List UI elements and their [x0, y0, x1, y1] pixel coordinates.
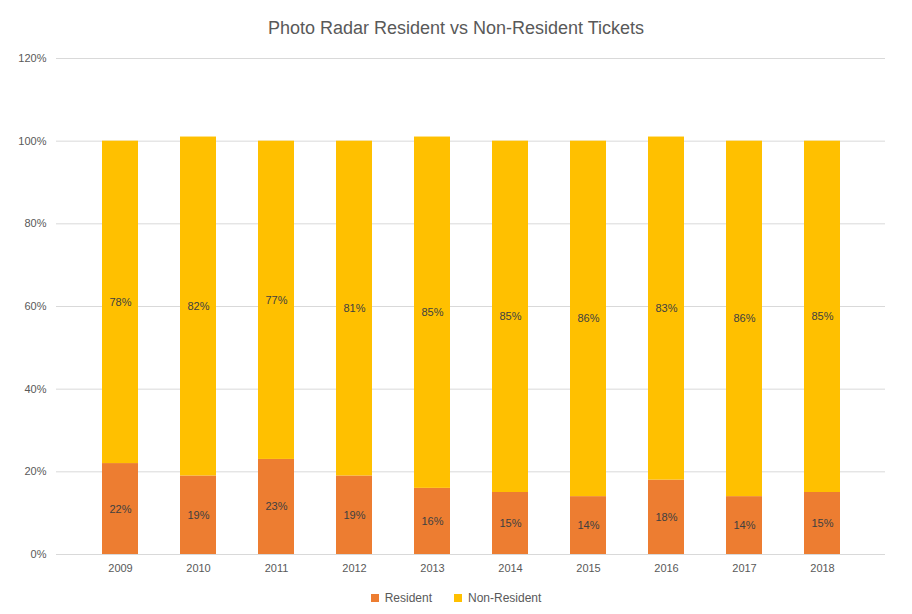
svg-text:86%: 86% [733, 312, 755, 324]
svg-text:2014: 2014 [498, 562, 522, 574]
html-text:Photo Radar Resident vs Non-Re: Photo Radar Resident vs Non-Resident Tic… [267, 18, 645, 38]
svg-text:15%: 15% [811, 517, 833, 529]
svg-text:19%: 19% [343, 509, 365, 521]
svg-text:2010: 2010 [186, 562, 210, 574]
svg-text:2015: 2015 [576, 562, 600, 574]
svg-text:2018: 2018 [810, 562, 834, 574]
html-text:Non-Resident: Non-Resident [468, 591, 542, 605]
svg-text:2012: 2012 [342, 562, 366, 574]
svg-text:60%: 60% [24, 300, 46, 312]
svg-text:23%: 23% [265, 500, 287, 512]
svg-text:20%: 20% [24, 465, 46, 477]
svg-text:86%: 86% [577, 312, 599, 324]
svg-text:82%: 82% [187, 300, 209, 312]
svg-text:18%: 18% [655, 511, 677, 523]
svg-text:85%: 85% [811, 310, 833, 322]
svg-text:19%: 19% [187, 509, 209, 521]
svg-text:14%: 14% [577, 519, 599, 531]
html-text:Resident: Resident [384, 591, 432, 605]
svg-text:14%: 14% [733, 519, 755, 531]
svg-text:2011: 2011 [265, 562, 289, 574]
svg-text:100%: 100% [18, 135, 46, 147]
svg-text:15%: 15% [499, 517, 521, 529]
svg-text:85%: 85% [421, 306, 443, 318]
svg-text:78%: 78% [109, 296, 131, 308]
svg-text:2016: 2016 [654, 562, 678, 574]
svg-text:83%: 83% [655, 302, 677, 314]
svg-text:77%: 77% [265, 294, 287, 306]
svg-text:120%: 120% [18, 52, 46, 64]
svg-text:40%: 40% [24, 383, 46, 395]
svg-text:2009: 2009 [108, 562, 132, 574]
svg-text:2017: 2017 [732, 562, 756, 574]
svg-text:0%: 0% [31, 548, 47, 560]
svg-text:80%: 80% [24, 217, 46, 229]
svg-text:2013: 2013 [420, 562, 444, 574]
svg-text:16%: 16% [421, 515, 443, 527]
svg-text:81%: 81% [343, 302, 365, 314]
svg-text:85%: 85% [499, 310, 521, 322]
svg-text:22%: 22% [109, 503, 131, 515]
